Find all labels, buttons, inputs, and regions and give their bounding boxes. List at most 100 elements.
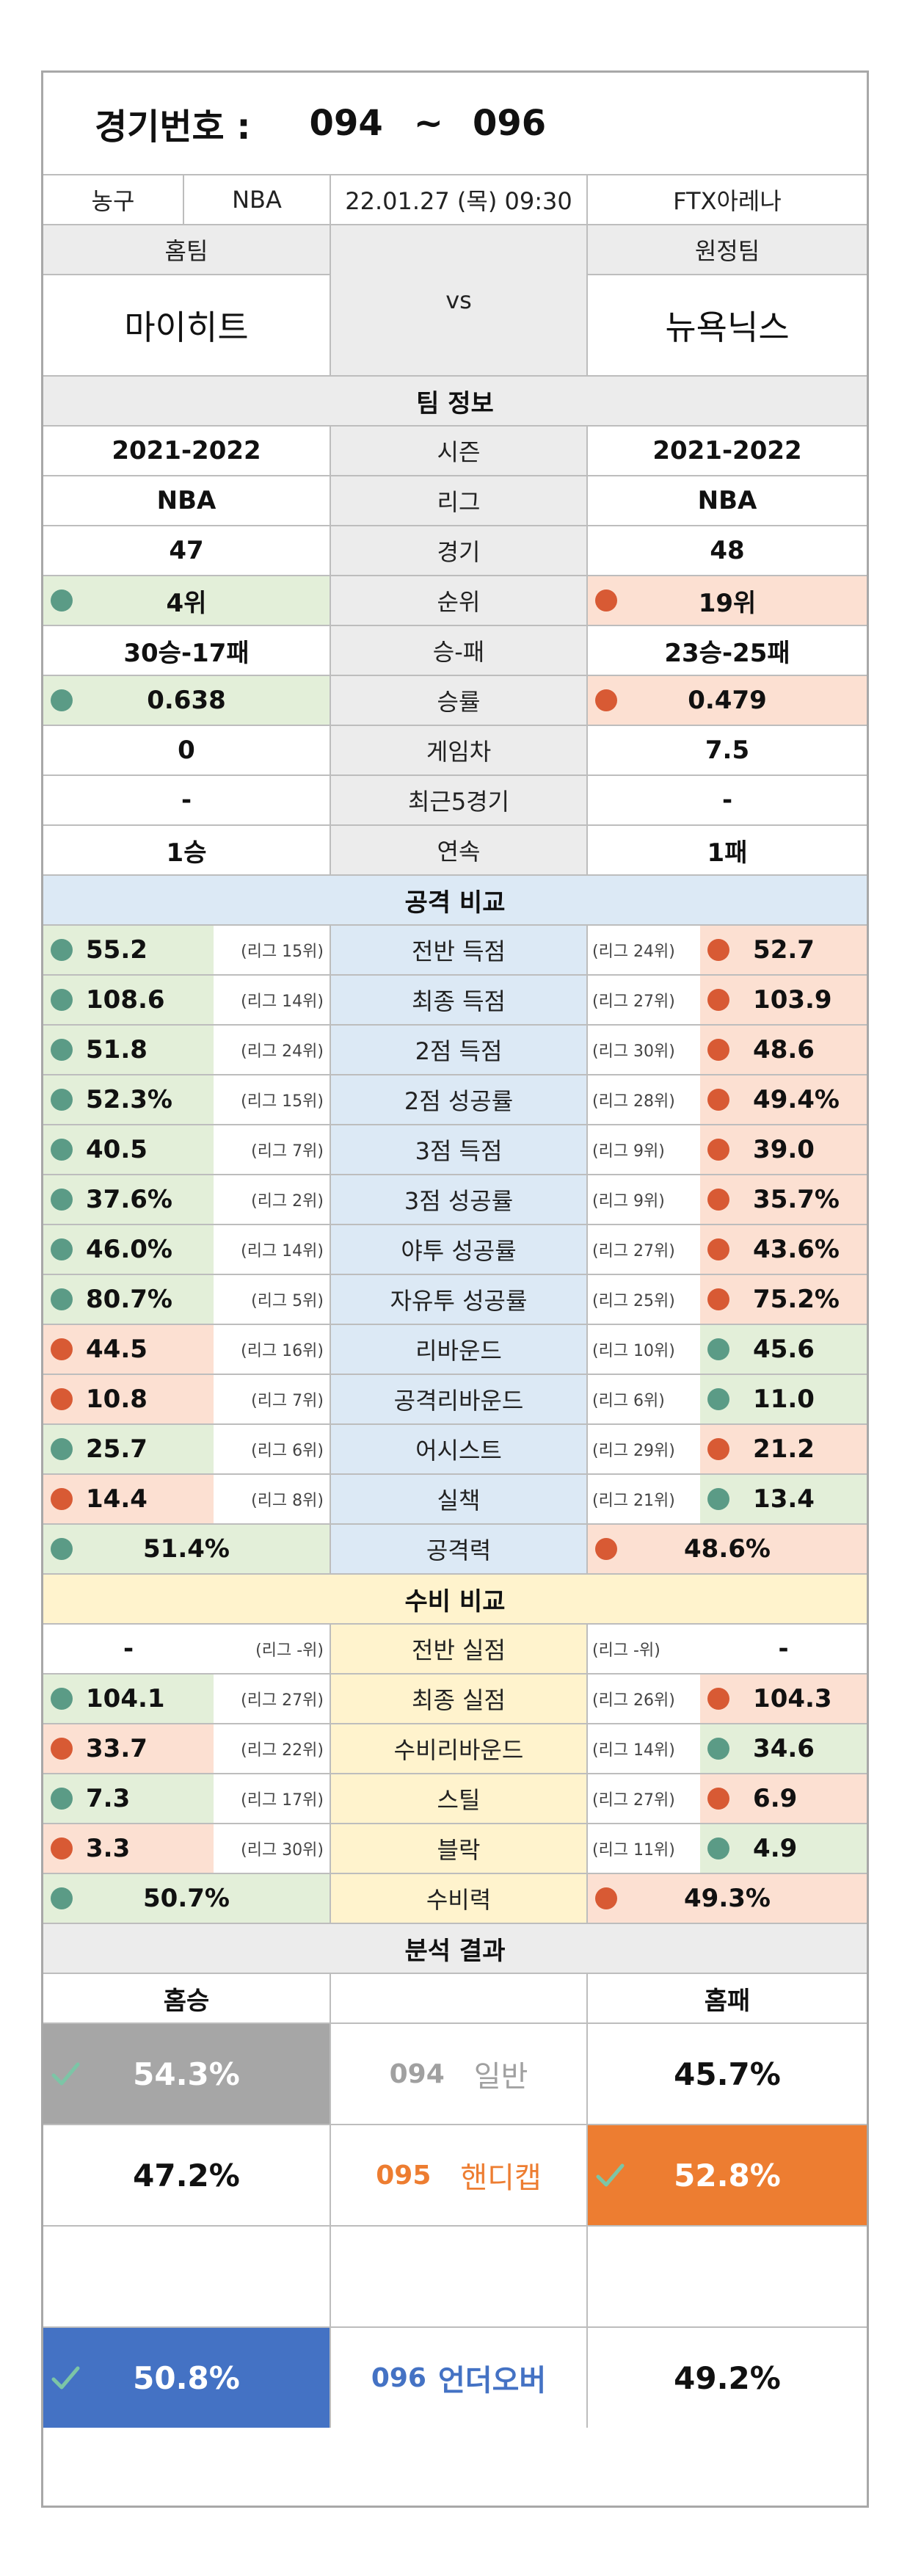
offense-away-group: (리그 9위) 39.0 [586,1125,867,1174]
offense-home-group: 46.0% (리그 14위) [43,1225,330,1274]
away-team-name: 뉴욕닉스 [665,308,790,347]
datetime-cell-text: 22.01.27 (목) 09:30 [345,187,572,215]
home-win-pct: 50.8% [43,2328,330,2428]
defense-away-rank: (리그 -위) [588,1625,700,1673]
team-info-away: 48 [586,526,867,575]
vs-text: vs [445,286,472,314]
team-info-away: 19위 [586,576,867,625]
defense-home-value: - [43,1625,214,1673]
offense-label: 2점 성공률 [330,1075,586,1124]
offense-home-rank: (리그 14위) [214,976,330,1024]
offense-row: 52.3% (리그 15위) 2점 성공률 (리그 28위) 49.4% [43,1074,867,1124]
defense-away-rank-text: (리그 14위) [592,1741,675,1760]
defense-home-group: 33.7 (리그 22위) [43,1724,330,1773]
green-circle-icon [51,689,73,711]
green-circle-icon [51,1788,73,1810]
team-info-away-text: - [721,786,733,815]
offense-home-value-text: 25.7 [86,1434,148,1464]
analysis-row: 54.3% 094 일반 45.7% [43,2022,867,2124]
green-circle-icon [707,1388,730,1410]
offense-away-rank-text: (리그 10위) [592,1342,675,1360]
team-info-label: 최근5경기 [330,776,586,824]
team-info-row: NBA 리그 NBA [43,475,867,525]
offense-home-value-text: 55.2 [86,935,148,965]
defense-label-text: 스틸 [437,1786,481,1814]
defense-home-rank-text: (리그 17위) [241,1791,324,1810]
team-info-label-text: 최근5경기 [407,788,510,816]
game-number-label: 경기번호 : [95,106,251,148]
offense-row: 14.4 (리그 8위) 실책 (리그 21위) 13.4 [43,1473,867,1523]
offense-row: 108.6 (리그 14위) 최종 득점 (리그 27위) 103.9 [43,974,867,1024]
defense-home-rank-text: (리그 22위) [241,1741,324,1760]
bet-type-cell: 096 언더오버 [330,2328,586,2428]
offense-home-rank-text: (리그 7위) [251,1142,324,1161]
offense-label: 자유투 성공률 [330,1275,586,1324]
defense-home-rank-text: (리그 -위) [255,1641,324,1660]
home-win-header-text: 홈승 [163,1986,210,2016]
red-circle-icon [51,1738,73,1760]
red-circle-icon [595,1887,617,1909]
defense-away-value-text: 104.3 [753,1684,832,1713]
offense-away-value-text: 49.4% [753,1085,840,1114]
offense-away-value-text: 45.6 [753,1335,815,1364]
defense-home-rank: (리그 22위) [214,1724,330,1773]
offense-home-rank: (리그 8위) [214,1475,330,1523]
offense-home-group: 25.7 (리그 6위) [43,1425,330,1473]
defense-label: 최종 실점 [330,1675,586,1723]
offense-home-rank-text: (리그 7위) [251,1392,324,1410]
offense-home-value: 52.3% [43,1075,214,1124]
team-info-away-text: 0.479 [688,686,767,715]
bet-type: 일반 [473,2060,528,2094]
defense-power-home: 50.7% [43,1874,330,1923]
offense-away-value: 52.7 [700,926,867,974]
bet-type-cell: 095 핸디캡 [330,2125,586,2225]
defense-away-value-text: 4.9 [753,1834,798,1863]
offense-home-rank-text: (리그 16위) [241,1342,324,1360]
defense-power-away-text: 49.3% [684,1884,771,1913]
offense-home-group: 10.8 (리그 7위) [43,1375,330,1423]
offense-home-group: 44.5 (리그 16위) [43,1325,330,1374]
offense-away-value: 45.6 [700,1325,867,1374]
defense-home-group: - (리그 -위) [43,1625,330,1673]
red-circle-icon [707,1288,730,1310]
team-info-home: 4위 [43,576,330,625]
offense-away-value-text: 39.0 [753,1135,815,1164]
defense-label-text: 블락 [437,1836,481,1864]
defense-title-row: 수비 비교 [43,1573,867,1623]
offense-away-value-text: 103.9 [753,985,832,1015]
defense-away-rank: (리그 11위) [588,1824,700,1873]
team-info-away: - [586,776,867,824]
defense-row: 104.1 (리그 27위) 최종 실점 (리그 26위) 104.3 [43,1673,867,1723]
offense-label-text: 자유투 성공률 [390,1287,528,1315]
defense-row: 7.3 (리그 17위) 스틸 (리그 27위) 6.9 [43,1773,867,1823]
home-win-pct: 47.2% [43,2125,330,2225]
defense-row: - (리그 -위) 전반 실점 (리그 -위) - [43,1623,867,1673]
offense-label-text: 2점 득점 [415,1037,503,1065]
offense-away-value: 13.4 [700,1475,867,1523]
defense-row: 3.3 (리그 30위) 블락 (리그 11위) 4.9 [43,1823,867,1873]
offense-home-group: 80.7% (리그 5위) [43,1275,330,1324]
offense-label: 최종 득점 [330,976,586,1024]
bet-number: 094 [389,2058,445,2089]
spacer-left [43,2227,330,2326]
home-loss-pct-text: 52.8% [674,2157,781,2194]
offense-row: 10.8 (리그 7위) 공격리바운드 (리그 6위) 11.0 [43,1374,867,1423]
offense-home-rank: (리그 5위) [214,1275,330,1324]
defense-home-group: 3.3 (리그 30위) [43,1824,330,1873]
check-icon [51,2366,80,2390]
analysis-title-text: 분석 결과 [404,1936,506,1966]
offense-home-value: 51.8 [43,1026,214,1074]
defense-away-value-text: - [778,1634,789,1663]
offense-label-text: 최종 득점 [412,987,506,1015]
offense-away-group: (리그 29위) 21.2 [586,1425,867,1473]
team-info-away: 23승-25패 [586,626,867,675]
team-info-home-text: 0.638 [147,686,226,715]
team-info-label-text: 시즌 [437,438,481,466]
offense-away-value: 103.9 [700,976,867,1024]
offense-home-rank: (리그 7위) [214,1375,330,1423]
offense-home-rank: (리그 24위) [214,1026,330,1074]
offense-row: 25.7 (리그 6위) 어시스트 (리그 29위) 21.2 [43,1423,867,1473]
defense-away-group: (리그 11위) 4.9 [586,1824,867,1873]
green-circle-icon [707,1338,730,1360]
offense-label: 어시스트 [330,1425,586,1473]
